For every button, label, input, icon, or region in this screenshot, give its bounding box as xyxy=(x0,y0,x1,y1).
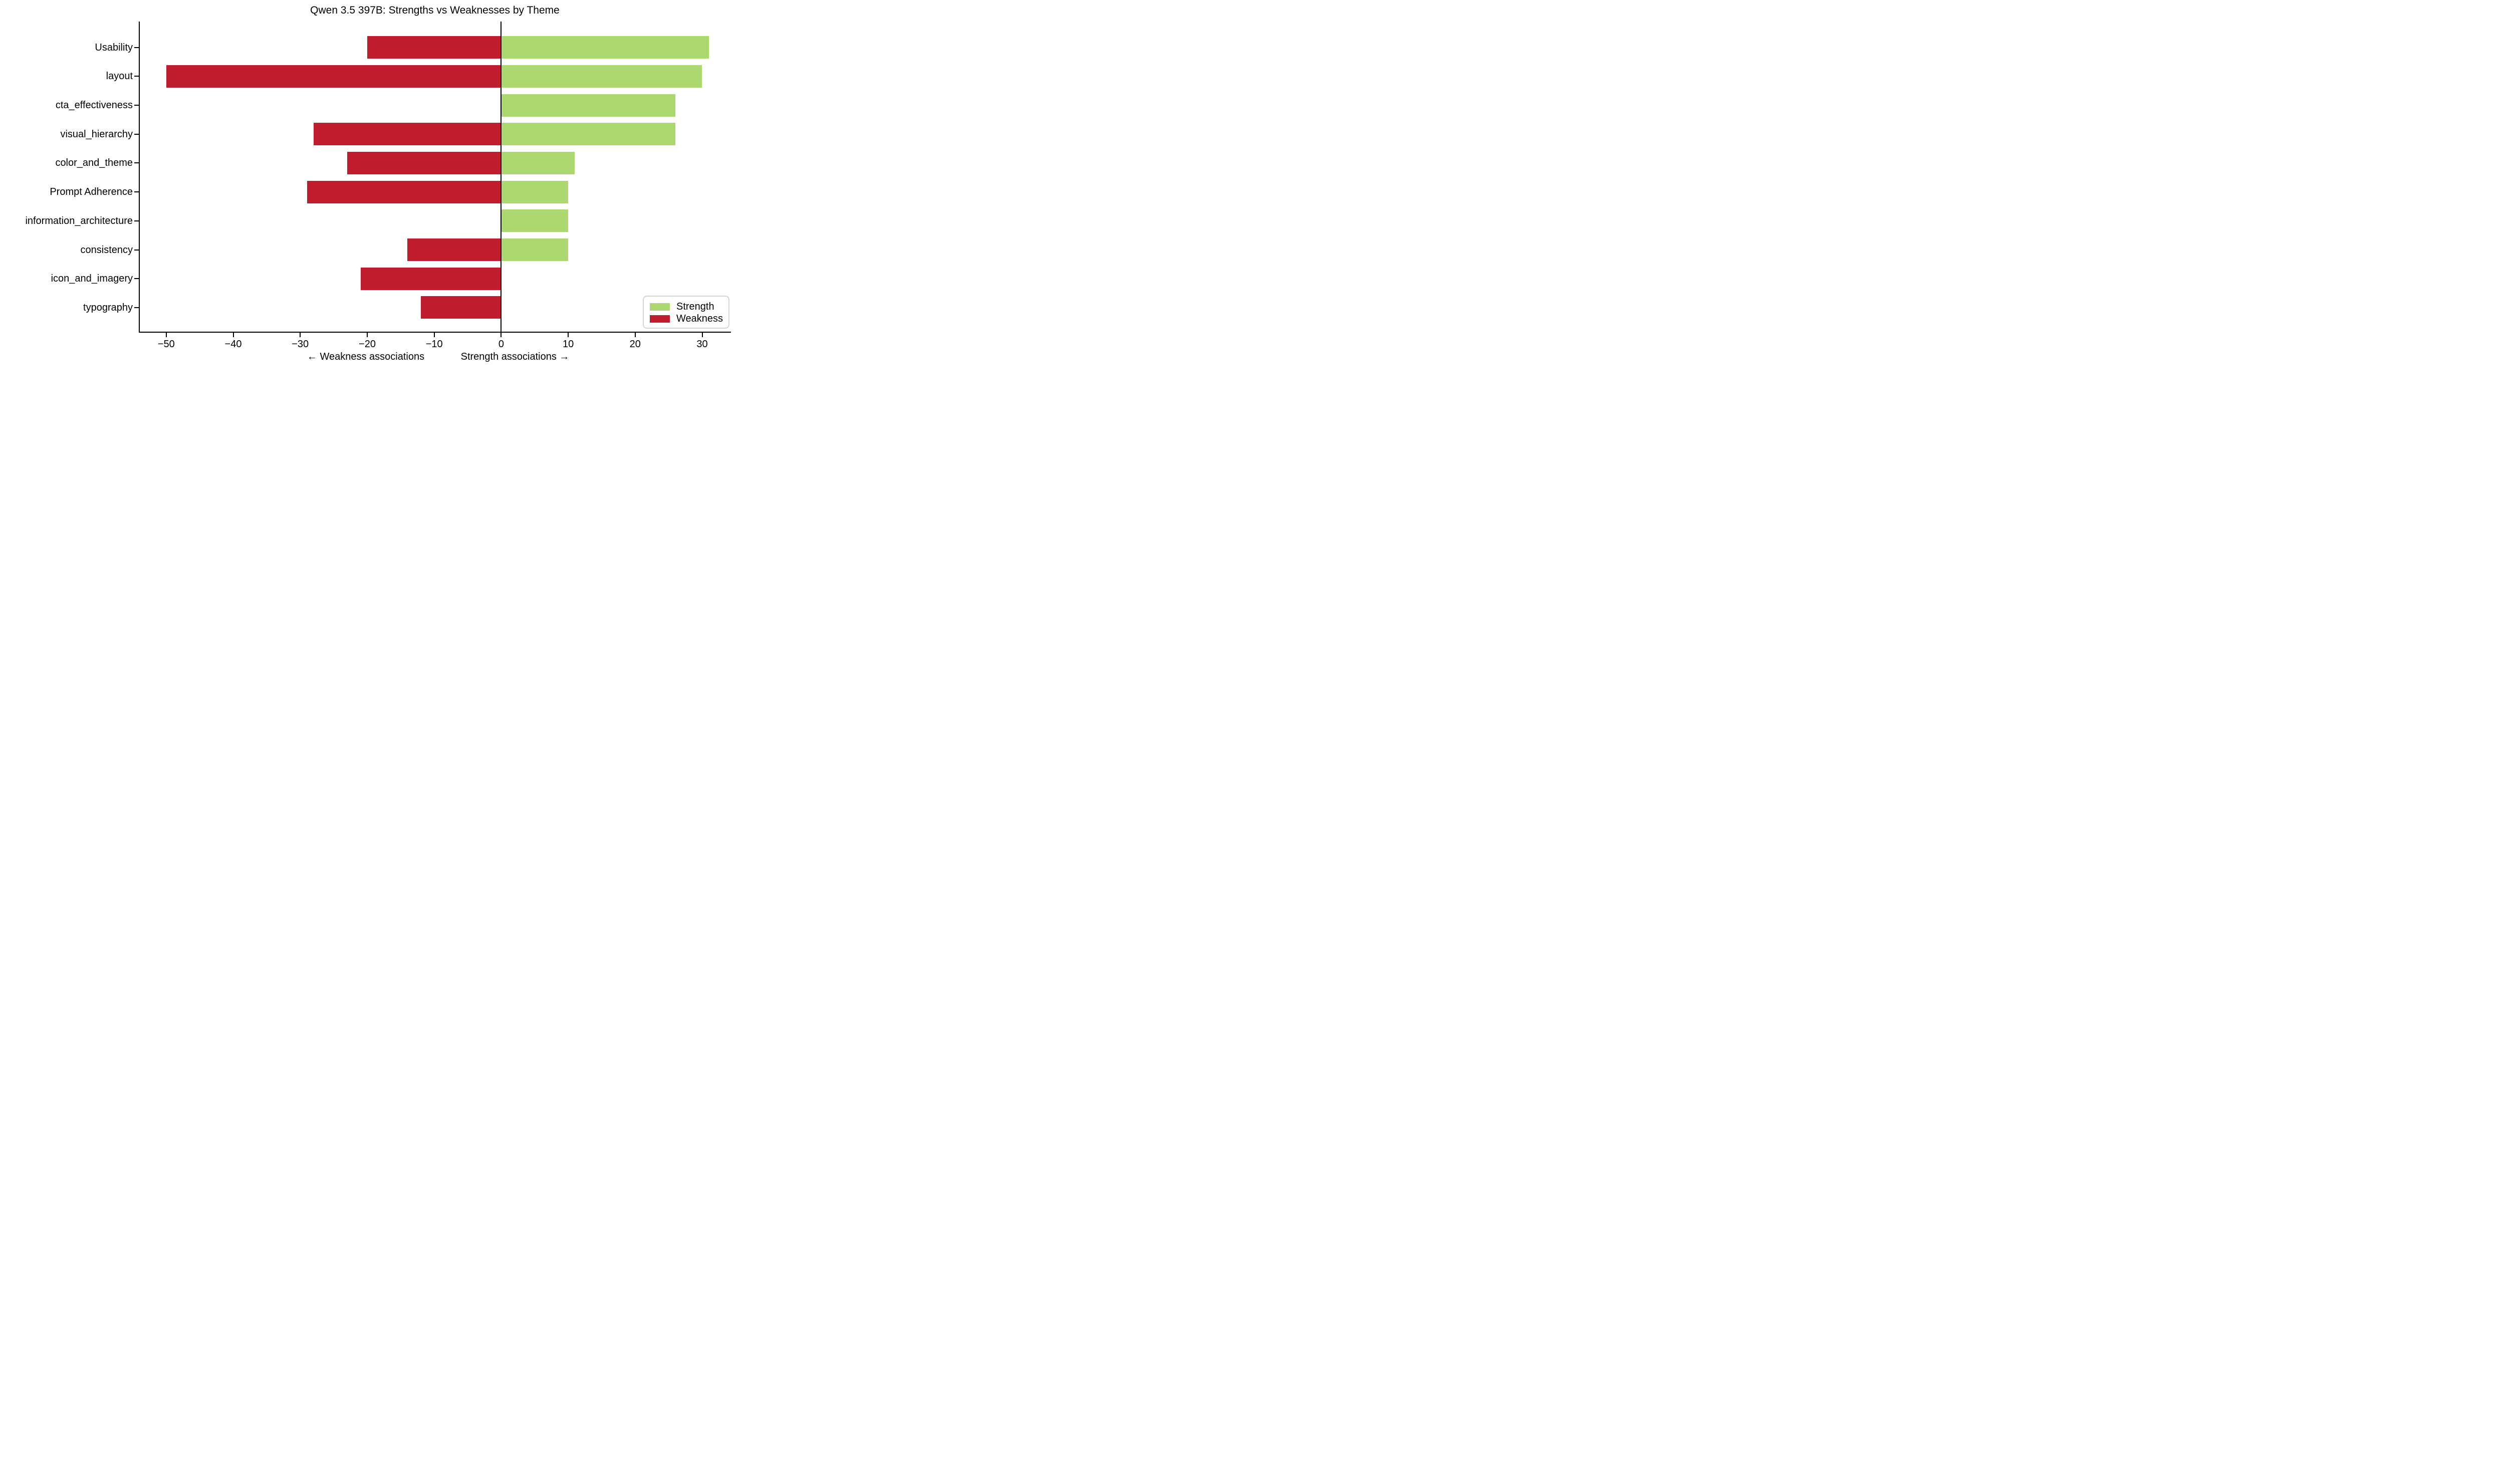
x-tick-mark xyxy=(367,333,368,337)
y-tick-mark xyxy=(134,307,139,308)
x-tick-label: −40 xyxy=(224,339,242,350)
bar-strength-Usability xyxy=(501,36,709,59)
y-tick-mark xyxy=(134,249,139,251)
x-tick-label: −30 xyxy=(292,339,309,350)
x-tick-mark xyxy=(232,333,234,337)
x-tick-label: 20 xyxy=(629,339,641,350)
bar-weakness-layout xyxy=(166,65,502,88)
legend: Strength Weakness xyxy=(643,296,729,329)
legend-label: Weakness xyxy=(676,313,723,324)
y-tick-mark xyxy=(134,162,139,164)
y-tick-label: visual_hierarchy xyxy=(60,128,133,140)
x-tick-label: −50 xyxy=(157,339,175,350)
y-tick-mark xyxy=(134,278,139,280)
bar-strength-cta_effectiveness xyxy=(501,94,675,117)
y-tick-label: Usability xyxy=(95,42,133,53)
bar-strength-Prompt Adherence xyxy=(501,180,569,203)
x-tick-mark xyxy=(165,333,167,337)
bar-strength-visual_hierarchy xyxy=(501,123,675,146)
y-tick-label: typography xyxy=(83,302,133,313)
bar-strength-consistency xyxy=(501,238,569,261)
y-tick-mark xyxy=(134,133,139,135)
chart-figure: Qwen 3.5 397B: Strengths vs Weaknesses b… xyxy=(0,0,743,371)
x-tick-label: 10 xyxy=(562,339,574,350)
y-tick-mark xyxy=(134,105,139,106)
x-tick-mark xyxy=(500,333,502,337)
x-axis-spine xyxy=(139,332,731,333)
chart-title: Qwen 3.5 397B: Strengths vs Weaknesses b… xyxy=(310,5,560,16)
legend-swatch-strength xyxy=(650,303,670,311)
legend-entry-weakness: Weakness xyxy=(650,313,728,325)
x-tick-mark xyxy=(568,333,569,337)
bar-strength-layout xyxy=(501,65,702,88)
x-tick-label: −10 xyxy=(425,339,443,350)
y-tick-label: layout xyxy=(106,71,133,82)
bar-strength-information_architecture xyxy=(501,209,569,232)
x-axis-label-strength: Strength associations → xyxy=(460,351,570,362)
bar-weakness-visual_hierarchy xyxy=(314,123,502,146)
zero-line xyxy=(500,22,502,332)
x-tick-label: 30 xyxy=(696,339,708,350)
x-tick-mark xyxy=(634,333,636,337)
y-tick-mark xyxy=(134,47,139,48)
bar-strength-color_and_theme xyxy=(501,151,575,174)
bar-weakness-color_and_theme xyxy=(347,151,502,174)
x-tick-label: 0 xyxy=(498,339,504,350)
x-tick-mark xyxy=(300,333,301,337)
legend-entry-strength: Strength xyxy=(650,301,728,313)
y-tick-label: Prompt Adherence xyxy=(50,186,133,198)
legend-swatch-weakness xyxy=(650,315,670,323)
y-tick-label: color_and_theme xyxy=(55,157,133,169)
bar-weakness-typography xyxy=(420,296,502,319)
y-tick-label: consistency xyxy=(80,244,133,256)
y-tick-label: cta_effectiveness xyxy=(55,100,133,111)
y-axis-spine xyxy=(139,22,140,333)
x-tick-mark xyxy=(433,333,435,337)
y-tick-mark xyxy=(134,76,139,77)
y-tick-label: information_architecture xyxy=(25,215,133,226)
x-tick-mark xyxy=(701,333,703,337)
y-tick-mark xyxy=(134,220,139,221)
bar-weakness-Prompt Adherence xyxy=(307,180,502,203)
bar-weakness-icon_and_imagery xyxy=(360,267,502,290)
bar-weakness-consistency xyxy=(407,238,502,261)
y-tick-mark xyxy=(134,191,139,193)
y-tick-label: icon_and_imagery xyxy=(51,273,133,285)
x-axis-label-weakness: ← Weakness associations xyxy=(307,351,425,362)
bar-weakness-Usability xyxy=(367,36,502,59)
legend-label: Strength xyxy=(676,301,714,312)
x-tick-label: −20 xyxy=(359,339,376,350)
